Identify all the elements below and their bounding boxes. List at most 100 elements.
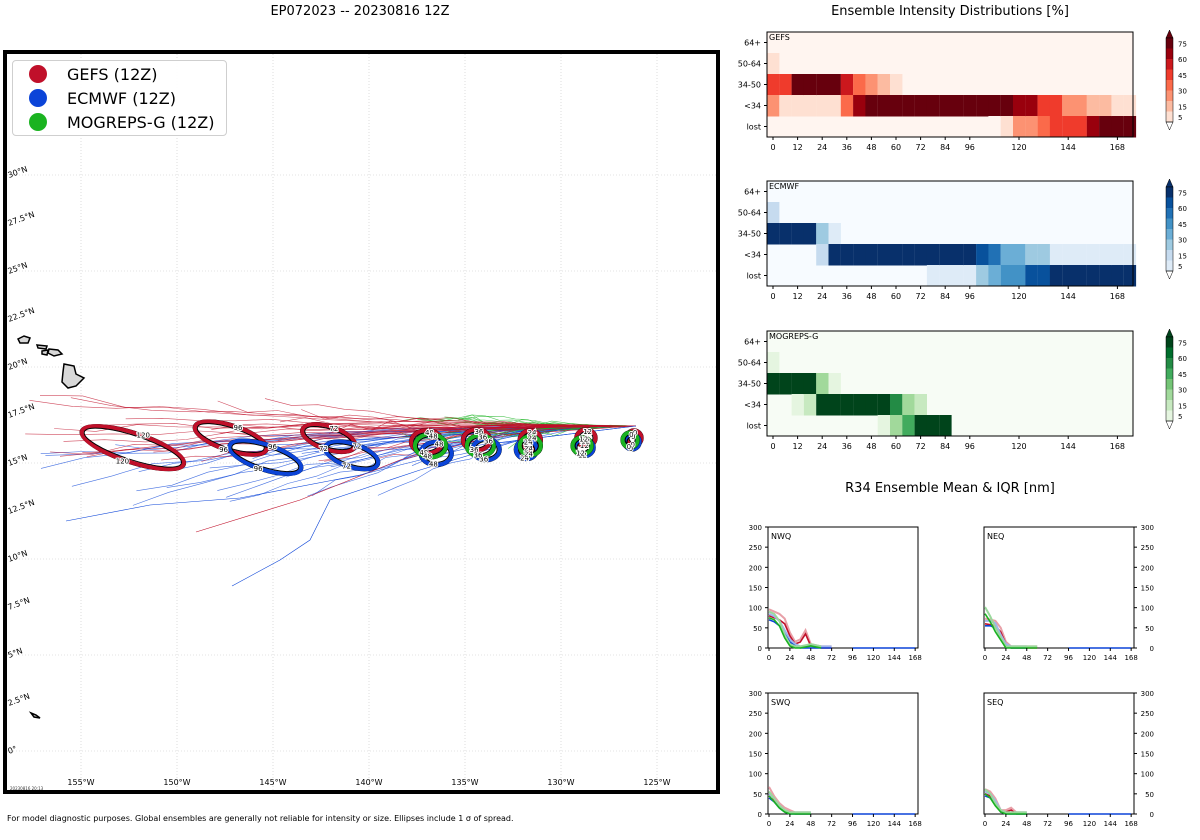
heatmap-cell — [1111, 116, 1124, 138]
heatmap-cell — [890, 415, 903, 437]
colorbar-tick-label: 60 — [1178, 355, 1187, 363]
forecast-hour-tick: 144 — [888, 820, 902, 828]
colorbar-band — [1166, 48, 1173, 60]
forecast-hour-tick: 12 — [793, 442, 803, 451]
forecast-hour-tick: 48 — [866, 442, 876, 451]
forecast-hour-label: 48 — [425, 429, 434, 437]
intensity-category-label: 50-64 — [738, 359, 761, 368]
legend-item-gefs: GEFS (12Z) — [13, 62, 157, 86]
gefs-intensity-heatmap: GEFS 64+ 50-64 34-50 <34 lost 0 12 24 36 48 60 72 84 9… — [738, 29, 1187, 152]
heatmap-cell — [1099, 265, 1112, 287]
forecast-hour-tick: 168 — [1110, 143, 1125, 152]
colorbar-tick-label: 45 — [1178, 221, 1187, 229]
forecast-hour-tick: 168 — [1110, 442, 1125, 451]
spread-ellipse — [79, 424, 186, 472]
forecast-hour-tick: 144 — [888, 654, 902, 662]
radius-tick-label: 150 — [1141, 751, 1154, 759]
heatmap-cell — [1025, 265, 1038, 287]
member-track-line — [65, 425, 637, 522]
forecast-hour-tick: 144 — [1061, 292, 1076, 301]
heatmap-cell — [816, 74, 829, 96]
spread-ellipse — [227, 438, 304, 476]
radius-tick-label: 50 — [1145, 791, 1154, 799]
forecast-hour-tick: 96 — [1064, 820, 1073, 828]
heatmap-cell — [1013, 244, 1026, 266]
colorbar-arrow-icon — [1165, 420, 1174, 430]
forecast-hour-tick: 48 — [806, 820, 815, 828]
lat-tick-label: 30°N — [7, 165, 29, 180]
forecast-hour-label: 36 — [470, 446, 479, 454]
heatmap-cell — [1000, 265, 1014, 287]
forecast-hour-tick: 48 — [1022, 820, 1031, 828]
colorbar-tick-label: 15 — [1178, 402, 1187, 410]
forecast-hour-tick: 120 — [1011, 143, 1026, 152]
forecast-hour-tick: 168 — [908, 654, 921, 662]
heatmap-cell — [840, 394, 854, 416]
forecast-hour-label: 12 — [581, 438, 590, 446]
radius-tick-label: 300 — [749, 690, 762, 698]
r34-frame — [983, 526, 1135, 649]
member-track-line — [70, 397, 637, 427]
spread-ellipse-inner — [624, 434, 636, 446]
forecast-hour-tick: 12 — [793, 143, 803, 152]
intensity-category-label: 34-50 — [738, 81, 761, 90]
forecast-hour-tick: 120 — [867, 654, 880, 662]
timestamp: 20230816 20:13 — [10, 786, 44, 791]
forecast-hour-tick: 168 — [1110, 292, 1125, 301]
heatmap-cell — [926, 415, 940, 437]
heatmap-cell — [767, 202, 780, 224]
heatmap-cell — [1111, 244, 1124, 266]
intensity-category-label: 34-50 — [738, 380, 761, 389]
forecast-hour-tick: 120 — [867, 820, 880, 828]
forecast-hour-label: 24 — [528, 429, 537, 437]
heatmap-cell — [767, 352, 780, 374]
forecast-hour-label: 72 — [319, 445, 328, 453]
heatmap-cell — [828, 373, 841, 395]
footnote: For model diagnostic purposes. Global en… — [7, 814, 514, 823]
island-shape — [41, 349, 49, 356]
heatmap-cell — [1086, 244, 1100, 266]
radius-tick-label: 100 — [749, 771, 762, 779]
forecast-hour-label: 12 — [576, 450, 585, 458]
forecast-hour-label: 72 — [329, 425, 338, 433]
forecast-hour-tick: 168 — [1124, 654, 1137, 662]
r34-panel-seq: SEQ 0 24 48 72 96 120 144 168 0 50 100 150 200 250 300 — [983, 690, 1154, 828]
lat-tick-label: 0° — [7, 744, 19, 756]
forecast-hour-tick: 120 — [1011, 442, 1026, 451]
colorbar-tick-label: 60 — [1178, 56, 1187, 64]
heatmap-cell — [828, 244, 841, 266]
lat-tick-label: 10°N — [7, 549, 29, 564]
heatmap-cell — [1049, 244, 1063, 266]
forecast-hour-tick: 72 — [916, 292, 926, 301]
spread-ellipse — [412, 432, 448, 460]
intensity-category-label: <34 — [744, 251, 761, 260]
quadrant-label: SWQ — [771, 698, 790, 707]
forecast-hour-tick: 36 — [842, 143, 852, 152]
r34-panel-neq: NEQ 0 24 48 72 96 120 144 168 0 50 100 150 200 250 300 — [983, 524, 1154, 662]
forecast-hour-label: 48 — [429, 460, 438, 468]
heatmap-cell — [902, 394, 915, 416]
heatmap-cell — [1025, 95, 1038, 117]
colorbar-band — [1166, 59, 1173, 70]
forecast-hour-tick: 36 — [842, 292, 852, 301]
forecast-hour-tick: 144 — [1061, 442, 1076, 451]
heatmap-cell — [902, 244, 915, 266]
radius-tick-label: 100 — [749, 605, 762, 613]
member-track-line — [29, 400, 637, 427]
radius-tick-label: 300 — [1141, 524, 1154, 532]
lat-tick-label: 5°N — [7, 646, 24, 660]
radius-tick-label: 0 — [1150, 811, 1154, 819]
heatmap-cell — [1025, 244, 1038, 266]
colorbar-band — [1166, 218, 1173, 230]
intensity-category-label: 34-50 — [738, 230, 761, 239]
colorbar-band — [1166, 260, 1173, 272]
radius-tick-label: 250 — [749, 710, 762, 718]
heatmap-cell — [767, 373, 780, 395]
island-shape — [28, 711, 41, 719]
intensity-category-label: lost — [747, 422, 761, 431]
intensity-category-label: 64+ — [744, 39, 761, 48]
radius-tick-label: 150 — [749, 585, 762, 593]
forecast-hour-tick: 48 — [806, 654, 815, 662]
colorbar-band — [1166, 337, 1173, 348]
forecast-hour-tick: 24 — [1001, 820, 1010, 828]
